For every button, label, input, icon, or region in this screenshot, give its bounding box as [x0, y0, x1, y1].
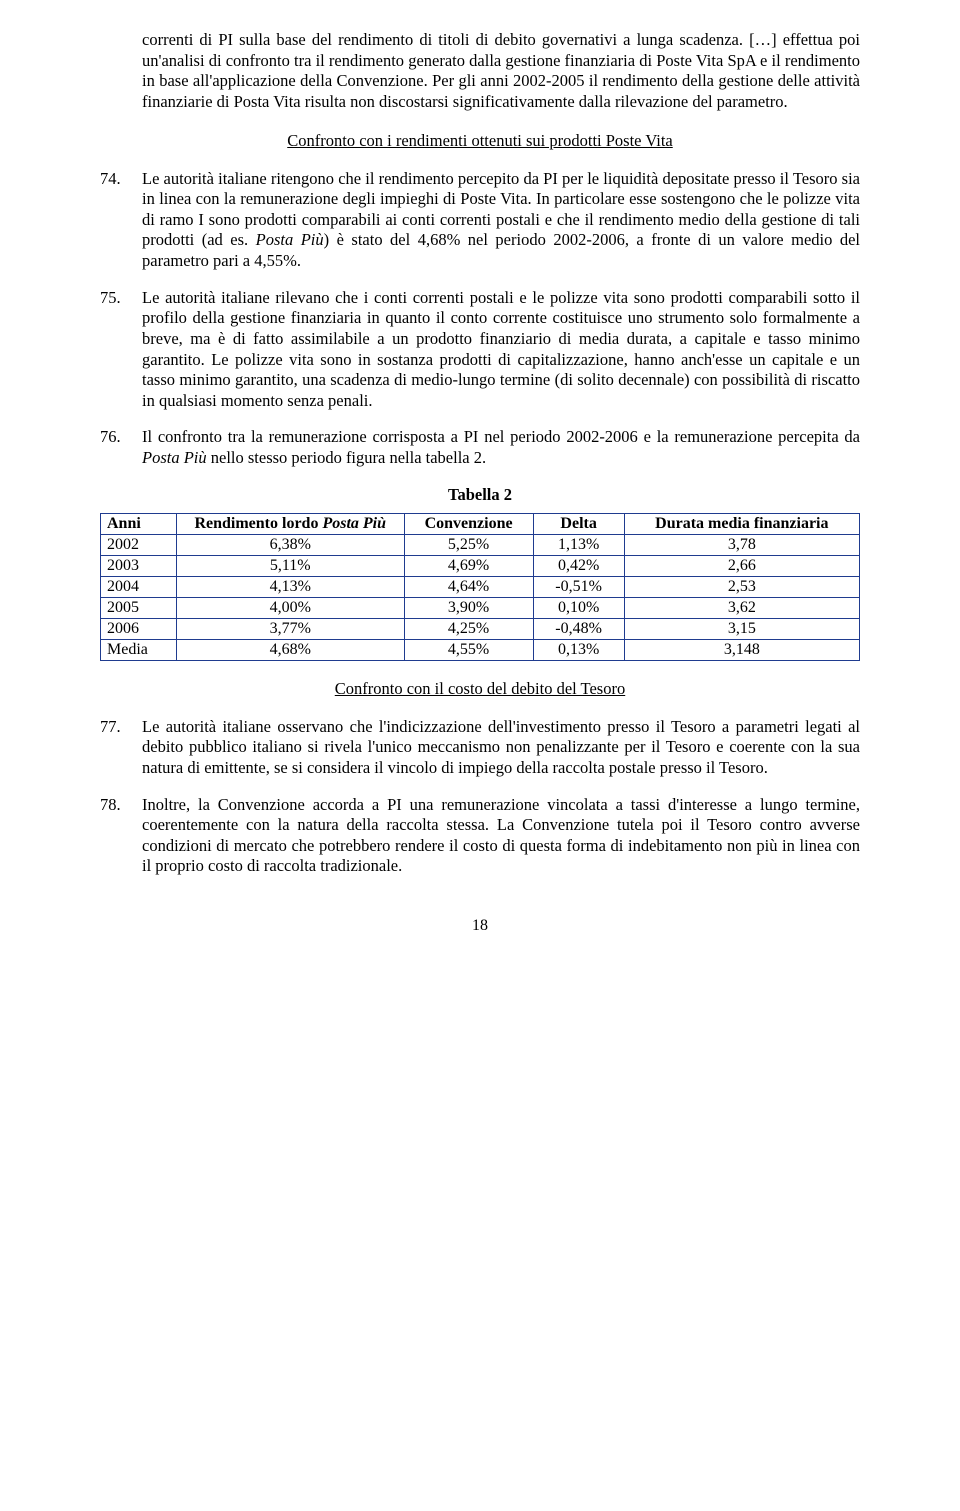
- table-cell: 2004: [101, 576, 177, 597]
- table-cell: 1,13%: [533, 534, 624, 555]
- intro-paragraph: correnti di PI sulla base del rendimento…: [142, 30, 860, 113]
- table-cell: 5,11%: [176, 555, 404, 576]
- table-cell: 4,55%: [404, 639, 533, 660]
- table-header: Durata media finanziaria: [624, 513, 859, 534]
- italic-text: Posta Più: [322, 515, 386, 532]
- paragraph-78: 78. Inoltre, la Convenzione accorda a PI…: [100, 795, 860, 878]
- paragraph-body: Le autorità italiane rilevano che i cont…: [142, 288, 860, 412]
- table-cell: 3,15: [624, 618, 859, 639]
- text-segment: Il confronto tra la remunerazione corris…: [142, 427, 860, 446]
- paragraph-number: 77.: [100, 717, 142, 779]
- table-cell: 0,42%: [533, 555, 624, 576]
- table-row: 2002 6,38% 5,25% 1,13% 3,78: [101, 534, 860, 555]
- table-cell: 3,77%: [176, 618, 404, 639]
- table-cell: 6,38%: [176, 534, 404, 555]
- paragraph-body: Le autorità italiane osservano che l'ind…: [142, 717, 860, 779]
- table-body: 2002 6,38% 5,25% 1,13% 3,78 2003 5,11% 4…: [101, 534, 860, 660]
- paragraph-number: 76.: [100, 427, 142, 468]
- table-cell: 4,00%: [176, 597, 404, 618]
- table-cell: 5,25%: [404, 534, 533, 555]
- table-header: Delta: [533, 513, 624, 534]
- table-cell: 4,68%: [176, 639, 404, 660]
- paragraph-body: Le autorità italiane ritengono che il re…: [142, 169, 860, 272]
- table-row: Media 4,68% 4,55% 0,13% 3,148: [101, 639, 860, 660]
- paragraph-75: 75. Le autorità italiane rilevano che i …: [100, 288, 860, 412]
- table-cell: 2002: [101, 534, 177, 555]
- table-cell: -0,51%: [533, 576, 624, 597]
- paragraph-body: Inoltre, la Convenzione accorda a PI una…: [142, 795, 860, 878]
- italic-text: Posta Più: [256, 230, 324, 249]
- table-cell: 0,13%: [533, 639, 624, 660]
- table-cell: 3,90%: [404, 597, 533, 618]
- page-number: 18: [100, 917, 860, 935]
- paragraph-76: 76. Il confronto tra la remunerazione co…: [100, 427, 860, 468]
- paragraph-number: 75.: [100, 288, 142, 412]
- table-header: Rendimento lordo Posta Più: [176, 513, 404, 534]
- paragraph-number: 74.: [100, 169, 142, 272]
- table-title: Tabella 2: [100, 485, 860, 505]
- subheading-2: Confronto con il costo del debito del Te…: [100, 679, 860, 699]
- header-text: Rendimento lordo: [194, 515, 322, 532]
- paragraph-77: 77. Le autorità italiane osservano che l…: [100, 717, 860, 779]
- table-cell: 3,148: [624, 639, 859, 660]
- paragraph-number: 78.: [100, 795, 142, 878]
- table-cell: 4,13%: [176, 576, 404, 597]
- paragraph-74: 74. Le autorità italiane ritengono che i…: [100, 169, 860, 272]
- table-header-row: Anni Rendimento lordo Posta Più Convenzi…: [101, 513, 860, 534]
- table-cell: 2006: [101, 618, 177, 639]
- table-cell: 2,66: [624, 555, 859, 576]
- paragraph-body: Il confronto tra la remunerazione corris…: [142, 427, 860, 468]
- table-header: Anni: [101, 513, 177, 534]
- table-cell: 2,53: [624, 576, 859, 597]
- data-table: Anni Rendimento lordo Posta Più Convenzi…: [100, 513, 860, 661]
- text-segment: nello stesso periodo figura nella tabell…: [207, 448, 487, 467]
- table-row: 2005 4,00% 3,90% 0,10% 3,62: [101, 597, 860, 618]
- subheading-1: Confronto con i rendimenti ottenuti sui …: [100, 131, 860, 151]
- table-cell: 4,69%: [404, 555, 533, 576]
- table-header: Convenzione: [404, 513, 533, 534]
- document-page: correnti di PI sulla base del rendimento…: [0, 0, 960, 975]
- table-row: 2003 5,11% 4,69% 0,42% 2,66: [101, 555, 860, 576]
- table-cell: 0,10%: [533, 597, 624, 618]
- table-cell: 4,25%: [404, 618, 533, 639]
- table-cell: 2003: [101, 555, 177, 576]
- table-cell: -0,48%: [533, 618, 624, 639]
- table-cell: 4,64%: [404, 576, 533, 597]
- table-cell: 3,78: [624, 534, 859, 555]
- table-cell: 3,62: [624, 597, 859, 618]
- table-cell: 2005: [101, 597, 177, 618]
- table-cell: Media: [101, 639, 177, 660]
- italic-text: Posta Più: [142, 448, 207, 467]
- table-row: 2006 3,77% 4,25% -0,48% 3,15: [101, 618, 860, 639]
- table-row: 2004 4,13% 4,64% -0,51% 2,53: [101, 576, 860, 597]
